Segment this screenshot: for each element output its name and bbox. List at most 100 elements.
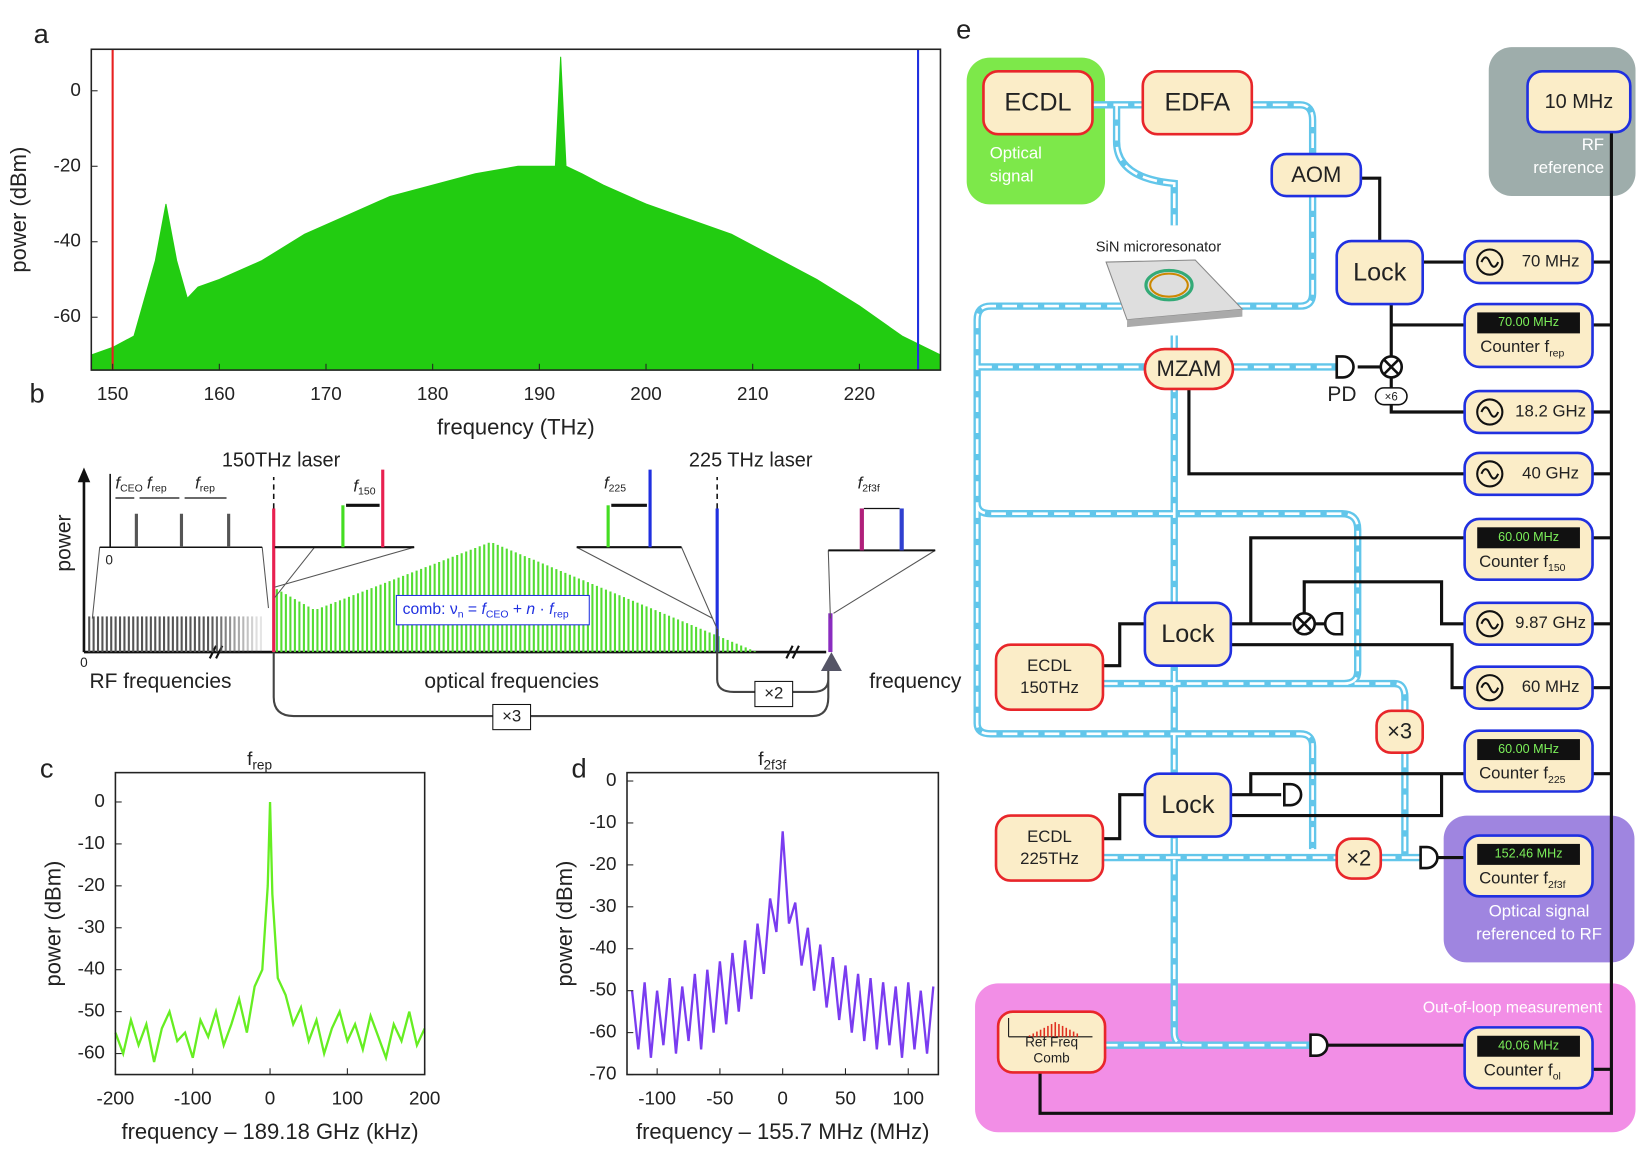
x-tick-label: 160 xyxy=(204,383,235,404)
y-axis-label: power (dBm) xyxy=(40,861,65,987)
counter-display xyxy=(1477,1035,1580,1057)
oscillator-icon xyxy=(1476,248,1504,276)
node-label: MZAM xyxy=(1157,356,1222,381)
plot-frame xyxy=(90,48,942,371)
box xyxy=(492,703,532,731)
region-label: RF xyxy=(1582,135,1604,154)
y-tick-label: -40 xyxy=(78,958,105,979)
frequency-label: frequency xyxy=(869,670,962,693)
label: frep xyxy=(147,474,167,495)
x-tick-label: 0 xyxy=(777,1088,788,1109)
text: f xyxy=(858,474,865,493)
arrow xyxy=(77,467,91,483)
chart-title: f2f3f xyxy=(758,748,786,772)
title-sub: rep xyxy=(252,757,272,772)
y-tick-label: 0 xyxy=(94,790,105,811)
node-label: EDFA xyxy=(1164,88,1230,116)
text: comb: ν xyxy=(403,601,458,618)
panel-label: b xyxy=(29,377,44,408)
counter-display xyxy=(1477,527,1580,549)
text: 150 xyxy=(358,486,376,497)
label: f225 xyxy=(604,474,626,495)
y-tick-label: -10 xyxy=(78,832,105,853)
text: Counter f xyxy=(1479,764,1548,783)
mixer xyxy=(1382,358,1400,376)
zero: 0 xyxy=(80,655,88,670)
counter-display xyxy=(1477,739,1580,761)
text: CEO xyxy=(486,609,509,620)
pd-label: PD xyxy=(1327,383,1356,406)
oscillator-icon xyxy=(1480,406,1500,418)
y-tick-label: -50 xyxy=(589,979,616,1000)
counter-label: Counter frep xyxy=(1480,337,1564,359)
counter-reading: 60.00 MHz xyxy=(1498,530,1559,544)
regions: Optical signal RF reference Optical signal re… xyxy=(966,47,1636,1133)
box xyxy=(754,680,794,708)
node-label: ECDL xyxy=(1027,827,1072,846)
chart: -200 -100 0 100 200 0 -10 -20 -30 -40 -50 -60 freque… xyxy=(40,748,440,1144)
y-axis-label: power (dBm) xyxy=(6,147,31,273)
node-box xyxy=(1375,709,1425,755)
text: Counter f xyxy=(1484,1061,1553,1080)
title-main: f xyxy=(247,748,253,769)
mixer xyxy=(1295,615,1313,633)
x-tick-label: 100 xyxy=(332,1088,363,1109)
comb-icon xyxy=(1008,1017,1093,1038)
ring xyxy=(1149,272,1189,298)
x-axis-label: frequency (THz) xyxy=(437,415,595,440)
text: Counter f xyxy=(1479,552,1548,571)
node-box xyxy=(1141,69,1254,136)
label: frep xyxy=(195,474,215,495)
text: rep xyxy=(200,483,215,494)
text: Counter f xyxy=(1479,869,1548,888)
schematic-b: ×2 ×3 comb: νn = fCEO + n · frep power 1… xyxy=(53,450,962,731)
text: f xyxy=(147,474,154,493)
oscillator-icon xyxy=(1480,256,1500,268)
chip-edge xyxy=(1127,309,1243,328)
x-tick-label: 210 xyxy=(737,383,768,404)
ring xyxy=(1144,268,1194,302)
y-axis-label: power (dBm) xyxy=(552,861,577,987)
y-tick-label: -10 xyxy=(589,811,616,832)
y-tick-label: -40 xyxy=(54,230,81,251)
chart: 150 160 170 180 190 200 210 220 -60 -40 -20 0 freque… xyxy=(6,48,942,440)
text: 150 xyxy=(1548,563,1566,574)
text: Counter f xyxy=(1480,337,1549,356)
title-main: f xyxy=(758,748,764,769)
text: rep xyxy=(152,483,167,494)
text: = xyxy=(464,601,482,618)
counter-display xyxy=(1477,312,1580,334)
text: f xyxy=(195,474,202,493)
comb-formula: comb: νn = fCEO + n · frep xyxy=(403,601,569,620)
x-tick-label: 200 xyxy=(409,1088,440,1109)
text: 2f3f xyxy=(1548,880,1566,891)
electrical-lines: ×6 PD xyxy=(1038,132,1613,1115)
y-label: power xyxy=(53,514,76,571)
node-box xyxy=(1143,772,1233,838)
text: f xyxy=(115,474,122,493)
oscillator-icon xyxy=(1476,610,1504,638)
optical-label: optical frequencies xyxy=(424,670,599,693)
text: f xyxy=(604,474,611,493)
laser-label: 225 THz laser xyxy=(689,450,813,472)
counter-display xyxy=(1477,843,1580,865)
photodetector xyxy=(1283,355,1439,1057)
label: f150 xyxy=(353,477,375,498)
text: f xyxy=(549,601,555,618)
counter-label: Counter f225 xyxy=(1479,764,1566,786)
laser-label: 150THz laser xyxy=(222,450,341,472)
chart: -100 -50 0 50 100-70-60-50-40-30-20-100frequ… xyxy=(552,748,940,1144)
panel-label: c xyxy=(40,753,54,784)
x-tick-label: -100 xyxy=(638,1088,676,1109)
node-label: ×3 xyxy=(1387,719,1412,744)
spectrum-area xyxy=(90,56,941,371)
x6: ×6 xyxy=(1385,391,1398,403)
panel-label: d xyxy=(571,753,586,784)
x2-label: ×2 xyxy=(764,683,783,702)
text: · xyxy=(535,601,549,618)
node-box xyxy=(1143,601,1233,668)
text: ol xyxy=(1553,1071,1561,1082)
y-tick-label: -20 xyxy=(78,874,105,895)
rf-label: RF frequencies xyxy=(89,670,231,693)
y-tick-label: -60 xyxy=(589,1021,616,1042)
